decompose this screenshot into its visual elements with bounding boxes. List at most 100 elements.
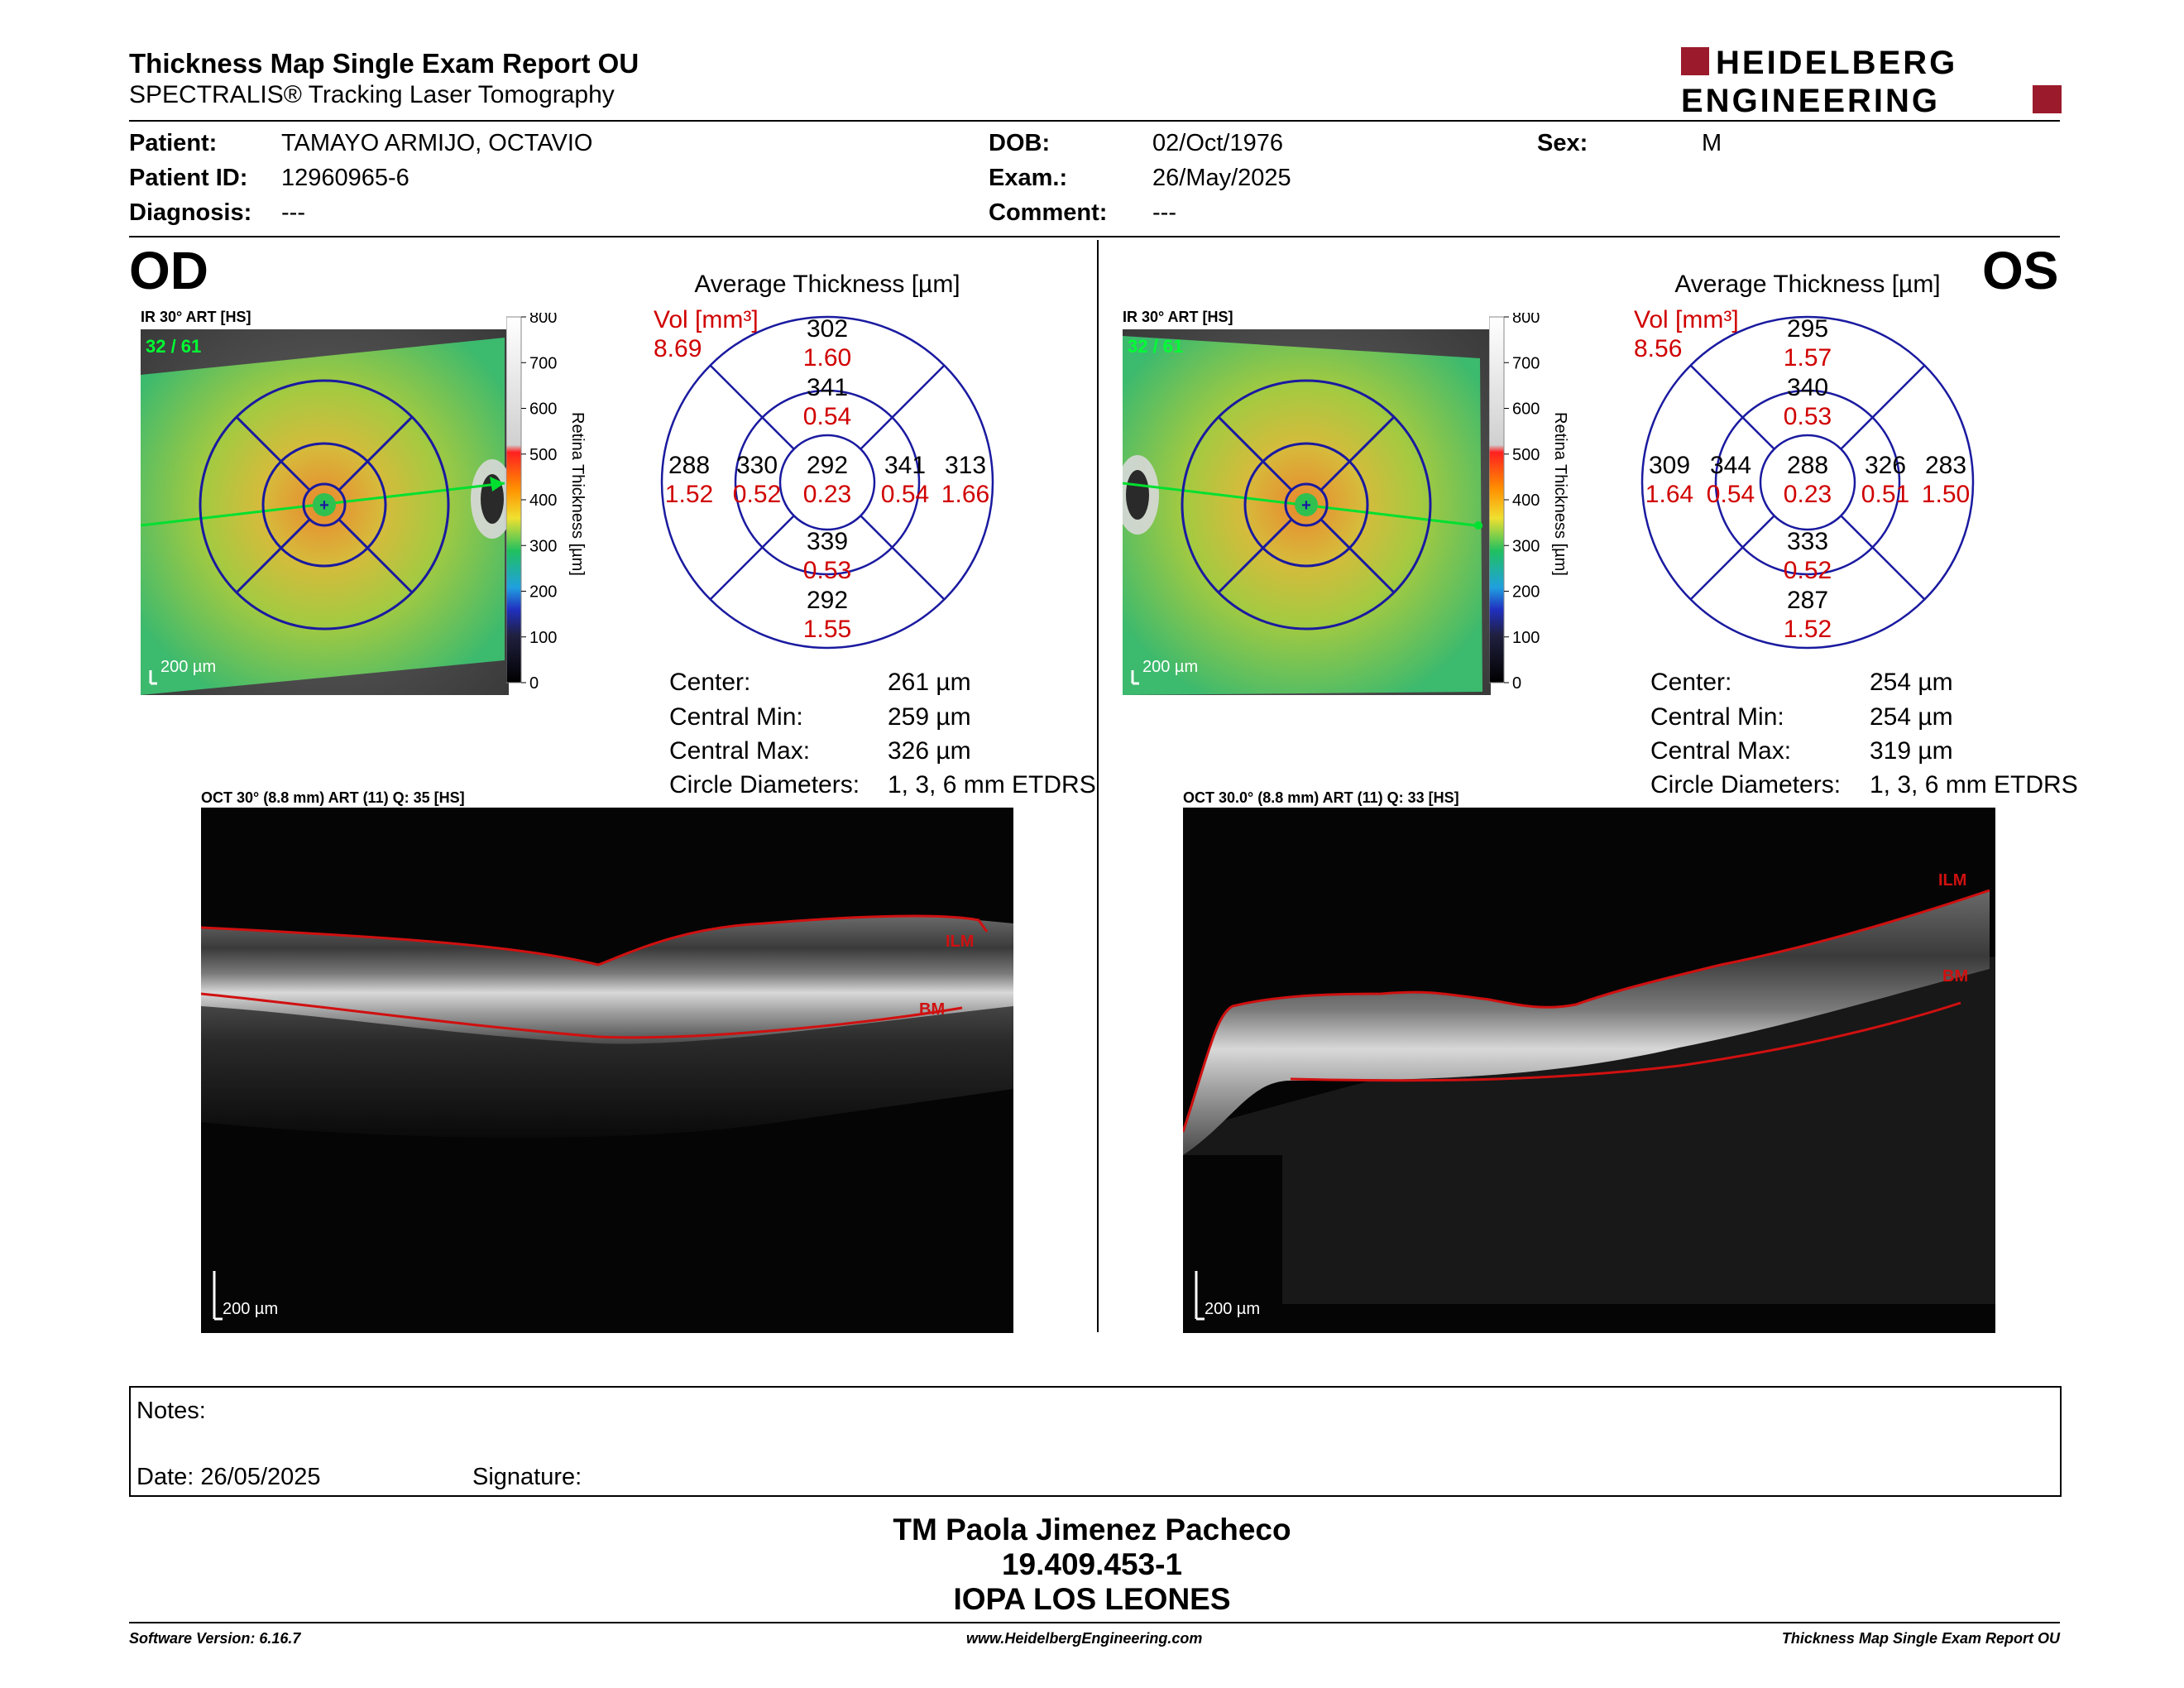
os-colorbar-tick-label: 300 — [1512, 537, 1540, 555]
od-etdrs-grid: 302 1.60 341 0.54 292 0.23 339 0.53 292 … — [660, 315, 994, 650]
patient-id-label: Patient ID: — [129, 165, 248, 191]
od-inner-inferior-thickness: 339 — [807, 528, 848, 555]
patient-rule — [129, 236, 2060, 237]
heidelberg-logo: HEIDELBERG ENGINEERING — [1681, 46, 2062, 116]
od-colorbar-tick-label: 200 — [529, 583, 557, 602]
os-colorbar-tick-label: 200 — [1512, 583, 1540, 602]
od-inner-superior-thickness: 341 — [807, 374, 848, 401]
patient-id: 12960965-6 — [281, 165, 410, 191]
diagnosis-value: --- — [281, 199, 305, 226]
os-inner-inferior-volume: 0.52 — [1784, 557, 1832, 584]
od-colorbar-tick-label: 100 — [529, 629, 557, 647]
od-oct-bscan: ILM BM 200 µm — [201, 808, 1013, 1333]
os-oct-scale: 200 µm — [1205, 1300, 1260, 1318]
os-outer-superior-volume: 1.57 — [1784, 344, 1832, 372]
od-stat-value-center: 261 µm — [888, 669, 971, 696]
os-center-thickness: 288 — [1787, 452, 1828, 479]
od-oct-caption: OCT 30° (8.8 mm) ART (11) Q: 35 [HS] — [201, 789, 465, 806]
od-outer-left-thickness: 288 — [668, 452, 710, 479]
os-inner-left-volume: 0.54 — [1707, 481, 1755, 508]
os-center-volume: 0.23 — [1784, 481, 1832, 508]
logo-line2: ENGINEERING — [1681, 83, 1940, 116]
od-inner-left-thickness: 330 — [736, 452, 778, 479]
od-etdrs-overlay — [199, 379, 450, 631]
os-outer-right-volume: 1.50 — [1922, 481, 1970, 508]
footer-website[interactable]: www.HeidelbergEngineering.com — [966, 1630, 1203, 1647]
od-oct-scale: 200 µm — [223, 1300, 278, 1318]
exam-label: Exam.: — [989, 165, 1068, 191]
od-outer-superior-thickness: 302 — [807, 315, 848, 343]
od-ir-caption: IR 30° ART [HS] — [141, 309, 251, 325]
os-ilm-label: ILM — [1938, 871, 1966, 890]
notes-signature-label: Signature: — [472, 1464, 582, 1490]
od-colorbar: 800 700 600 500 400 300 200 100 0 Retina Thickne… — [506, 313, 587, 693]
os-colorbar-tick-label: 600 — [1512, 400, 1540, 419]
od-stat-label-min: Central Min: — [669, 703, 803, 731]
os-colorbar-title: Retina Thickness [µm] — [1551, 412, 1569, 576]
footer-software: Software Version: 6.16.7 — [129, 1630, 301, 1647]
od-eye-label: OD — [129, 241, 208, 300]
od-colorbar-tick-label: 0 — [529, 674, 539, 693]
notes-date: Date: 26/05/2025 — [136, 1464, 321, 1490]
os-vol-label: Vol [mm³] — [1634, 306, 1739, 333]
od-vol-value: 8.69 — [654, 335, 702, 362]
eye-divider — [1097, 240, 1099, 1332]
comment-label: Comment: — [989, 199, 1108, 226]
od-colorbar-tick-label: 300 — [529, 537, 557, 555]
os-colorbar-tick-label: 500 — [1512, 446, 1540, 464]
os-inner-left-thickness: 344 — [1710, 452, 1751, 479]
od-colorbar-tick-label: 700 — [529, 354, 557, 372]
od-inner-left-volume: 0.52 — [733, 481, 781, 508]
os-vol-value: 8.56 — [1634, 335, 1683, 362]
od-stat-label-diam: Circle Diameters: — [669, 771, 860, 798]
os-stat-value-center: 254 µm — [1870, 669, 1953, 696]
os-colorbar-tick-label: 400 — [1512, 492, 1540, 510]
od-stat-label-center: Center: — [669, 669, 751, 696]
os-ir-overlay: 32 / 61 — [1128, 336, 1183, 357]
os-outer-left-thickness: 309 — [1649, 452, 1690, 479]
os-ir-caption: IR 30° ART [HS] — [1123, 309, 1233, 325]
sex-value: M — [1702, 130, 1722, 156]
od-ir-overlay: 32 / 61 — [146, 336, 201, 357]
od-stat-value-max: 326 µm — [888, 737, 971, 765]
diagnosis-label: Diagnosis: — [129, 199, 252, 226]
os-chart-title: Average Thickness [µm] — [1674, 271, 1941, 298]
signoff-clinic: IOPA LOS LEONES — [953, 1582, 1231, 1616]
patient-name: TAMAYO ARMIJO, OCTAVIO — [281, 130, 593, 156]
footer-report-name: Thickness Map Single Exam Report OU — [1781, 1630, 2060, 1647]
os-outer-superior-thickness: 295 — [1787, 315, 1828, 343]
exam-value: 26/May/2025 — [1152, 165, 1291, 191]
od-stat-value-diam: 1, 3, 6 mm ETDRS — [888, 771, 1096, 798]
od-chart-title: Average Thickness [µm] — [694, 271, 960, 298]
header-rule — [129, 120, 2060, 122]
notes-box[interactable]: Notes: Date: 26/05/2025 Signature: — [129, 1386, 2062, 1497]
od-outer-inferior-thickness: 292 — [807, 587, 848, 614]
od-stat-label-max: Central Max: — [669, 737, 811, 765]
od-center-thickness: 292 — [807, 452, 848, 479]
od-outer-superior-volume: 1.60 — [803, 344, 851, 372]
od-bm-label: BM — [919, 1000, 945, 1019]
svg-text:+: + — [319, 496, 329, 515]
report-subtitle: SPECTRALIS® Tracking Laser Tomography — [129, 81, 615, 108]
os-bm-label: BM — [1942, 967, 1968, 985]
patient-label: Patient: — [129, 130, 218, 156]
os-inner-superior-volume: 0.53 — [1784, 403, 1832, 430]
os-outer-right-thickness: 283 — [1925, 452, 1966, 479]
od-fundus-thickness-map: 32 / 61 + 200 µm — [141, 329, 509, 695]
os-colorbar-tick-label: 0 — [1512, 674, 1521, 693]
od-inner-right-volume: 0.54 — [881, 481, 929, 508]
dob-label: DOB: — [989, 130, 1051, 156]
os-etdrs-overlay — [1181, 379, 1432, 631]
os-inner-right-thickness: 326 — [1865, 452, 1906, 479]
os-etdrs-grid: 295 1.57 340 0.53 288 0.23 333 0.52 287 … — [1640, 315, 1975, 650]
os-colorbar-tick-label: 100 — [1512, 629, 1540, 647]
signoff-rut: 19.409.453-1 — [1001, 1547, 1183, 1581]
os-scale-bar: 200 µm — [1142, 658, 1198, 676]
od-vol-label: Vol [mm³] — [654, 306, 759, 333]
os-colorbar-tick-label: 800 — [1512, 313, 1540, 327]
comment-value: --- — [1152, 199, 1176, 226]
os-stat-value-min: 254 µm — [1870, 703, 1953, 731]
od-outer-left-volume: 1.52 — [665, 481, 713, 508]
signoff-name: TM Paola Jimenez Pacheco — [893, 1513, 1291, 1547]
od-inner-superior-volume: 0.54 — [803, 403, 851, 430]
